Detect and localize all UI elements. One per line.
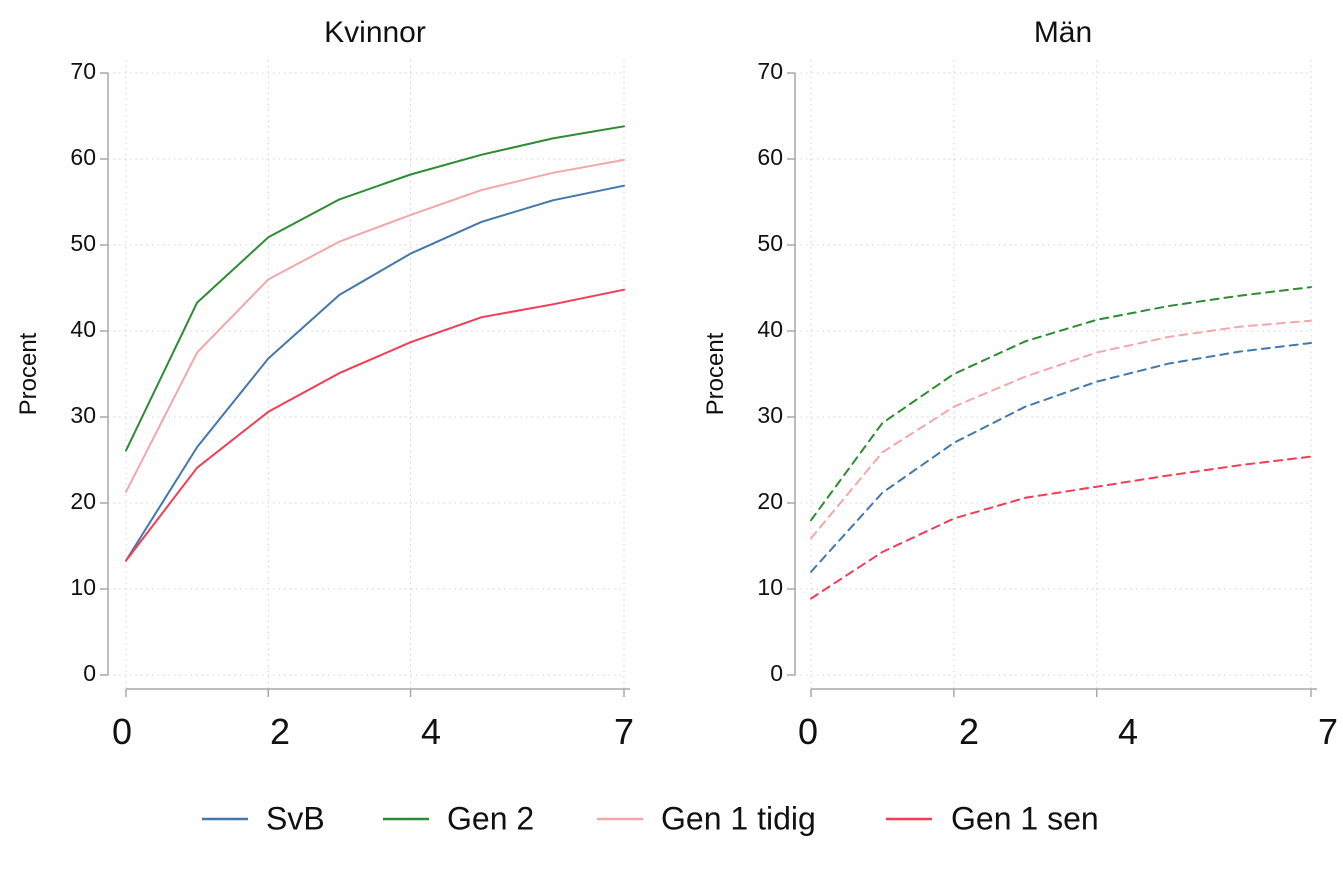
series-line-svb [810, 342, 1312, 573]
legend: SvB Gen 2 Gen 1 tidig Gen 1 sen [202, 800, 1099, 836]
y-tick-label: 20 [70, 488, 96, 514]
y-tick-label: 60 [757, 144, 783, 170]
series-line-gen-2 [125, 125, 625, 452]
y-tick-label: 40 [757, 316, 783, 342]
y-tick-label: 60 [70, 144, 96, 170]
panel-kvinnor: 0 10 20 30 40 50 60 70 0 2 4 7 Kvinnor Procent [15, 16, 634, 752]
x-tick-label: 4 [1118, 711, 1138, 752]
y-tick-label: 10 [757, 574, 783, 600]
series-line-svb [125, 184, 625, 562]
x-tick-label: 7 [1318, 711, 1338, 752]
legend-label: Gen 1 tidig [661, 800, 816, 836]
y-axis-label: Procent [15, 332, 42, 415]
y-tick-label: 10 [70, 574, 96, 600]
legend-label: SvB [266, 800, 325, 836]
y-tick-label: 70 [70, 58, 96, 84]
y-tick-label: 50 [70, 230, 96, 256]
series-line-gen-1-sen [810, 455, 1312, 600]
legend-item: Gen 1 sen [886, 800, 1099, 836]
x-tick-label: 0 [798, 711, 818, 752]
panel-title: Kvinnor [324, 16, 426, 49]
y-tick-label: 40 [70, 316, 96, 342]
y-tick-label: 0 [770, 660, 783, 686]
y-tick-label: 50 [757, 230, 783, 256]
series-line-gen-2 [810, 286, 1312, 522]
x-tick-label: 7 [614, 711, 634, 752]
x-tick-label: 0 [112, 711, 132, 752]
y-tick-label: 30 [757, 402, 783, 428]
series-line-gen-1-sen [125, 288, 625, 562]
legend-label: Gen 1 sen [951, 800, 1099, 836]
series-line-gen-1-tidig [125, 158, 625, 493]
x-tick-label: 2 [270, 711, 290, 752]
series-line-gen-1-tidig [810, 319, 1312, 540]
x-tick-label: 4 [421, 711, 441, 752]
legend-item: SvB [202, 800, 325, 836]
x-tick-label: 2 [959, 711, 979, 752]
y-tick-label: 30 [70, 402, 96, 428]
panel-title: Män [1034, 16, 1092, 49]
y-tick-label: 0 [83, 660, 96, 686]
panel-man: 0 10 20 30 40 50 60 70 0 2 4 7 Män Procent [702, 16, 1338, 752]
y-tick-label: 20 [757, 488, 783, 514]
legend-item: Gen 2 [383, 800, 534, 836]
y-axis-label: Procent [702, 332, 729, 415]
y-tick-label: 70 [757, 58, 783, 84]
legend-label: Gen 2 [447, 800, 534, 836]
legend-item: Gen 1 tidig [597, 800, 816, 836]
